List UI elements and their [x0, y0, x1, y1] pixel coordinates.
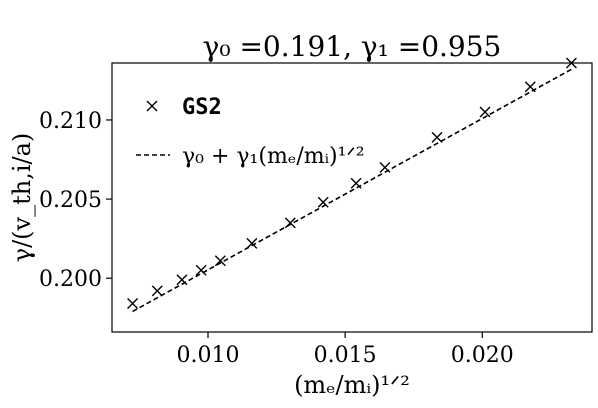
plot-area: 0.010 0.015 0.020 0.200 0.205 0.210 [39, 57, 593, 368]
legend-label-line: γ₀ + γ₁(mₑ/mᵢ)¹ᐟ² [182, 144, 365, 169]
x-tick-label: 0.015 [314, 343, 377, 368]
y-tick-label: 0.205 [39, 188, 102, 213]
data-points [127, 57, 577, 310]
legend-marker-scatter [146, 100, 158, 112]
x-axis-label: (mₑ/mᵢ)¹ᐟ² [294, 371, 410, 399]
legend-label-scatter: GS2 [182, 95, 222, 120]
data-point [431, 131, 443, 143]
data-point [127, 298, 139, 310]
data-point [479, 106, 491, 118]
x-tick-label: 0.020 [451, 343, 514, 368]
data-point [151, 285, 163, 297]
data-point [565, 57, 577, 69]
legend: GS2 γ₀ + γ₁(mₑ/mᵢ)¹ᐟ² [136, 95, 365, 169]
plot-frame [111, 62, 593, 333]
y-tick-label: 0.210 [39, 109, 102, 134]
data-point [195, 264, 207, 276]
y-tick-label: 0.200 [39, 267, 102, 292]
data-point [317, 196, 329, 208]
chart-title: γ₀ =0.191, γ₁ =0.955 [203, 30, 502, 63]
x-tick-label: 0.010 [177, 343, 240, 368]
y-axis-label: γ/(v_th,i/a) [8, 133, 36, 263]
fit-line [132, 68, 572, 313]
